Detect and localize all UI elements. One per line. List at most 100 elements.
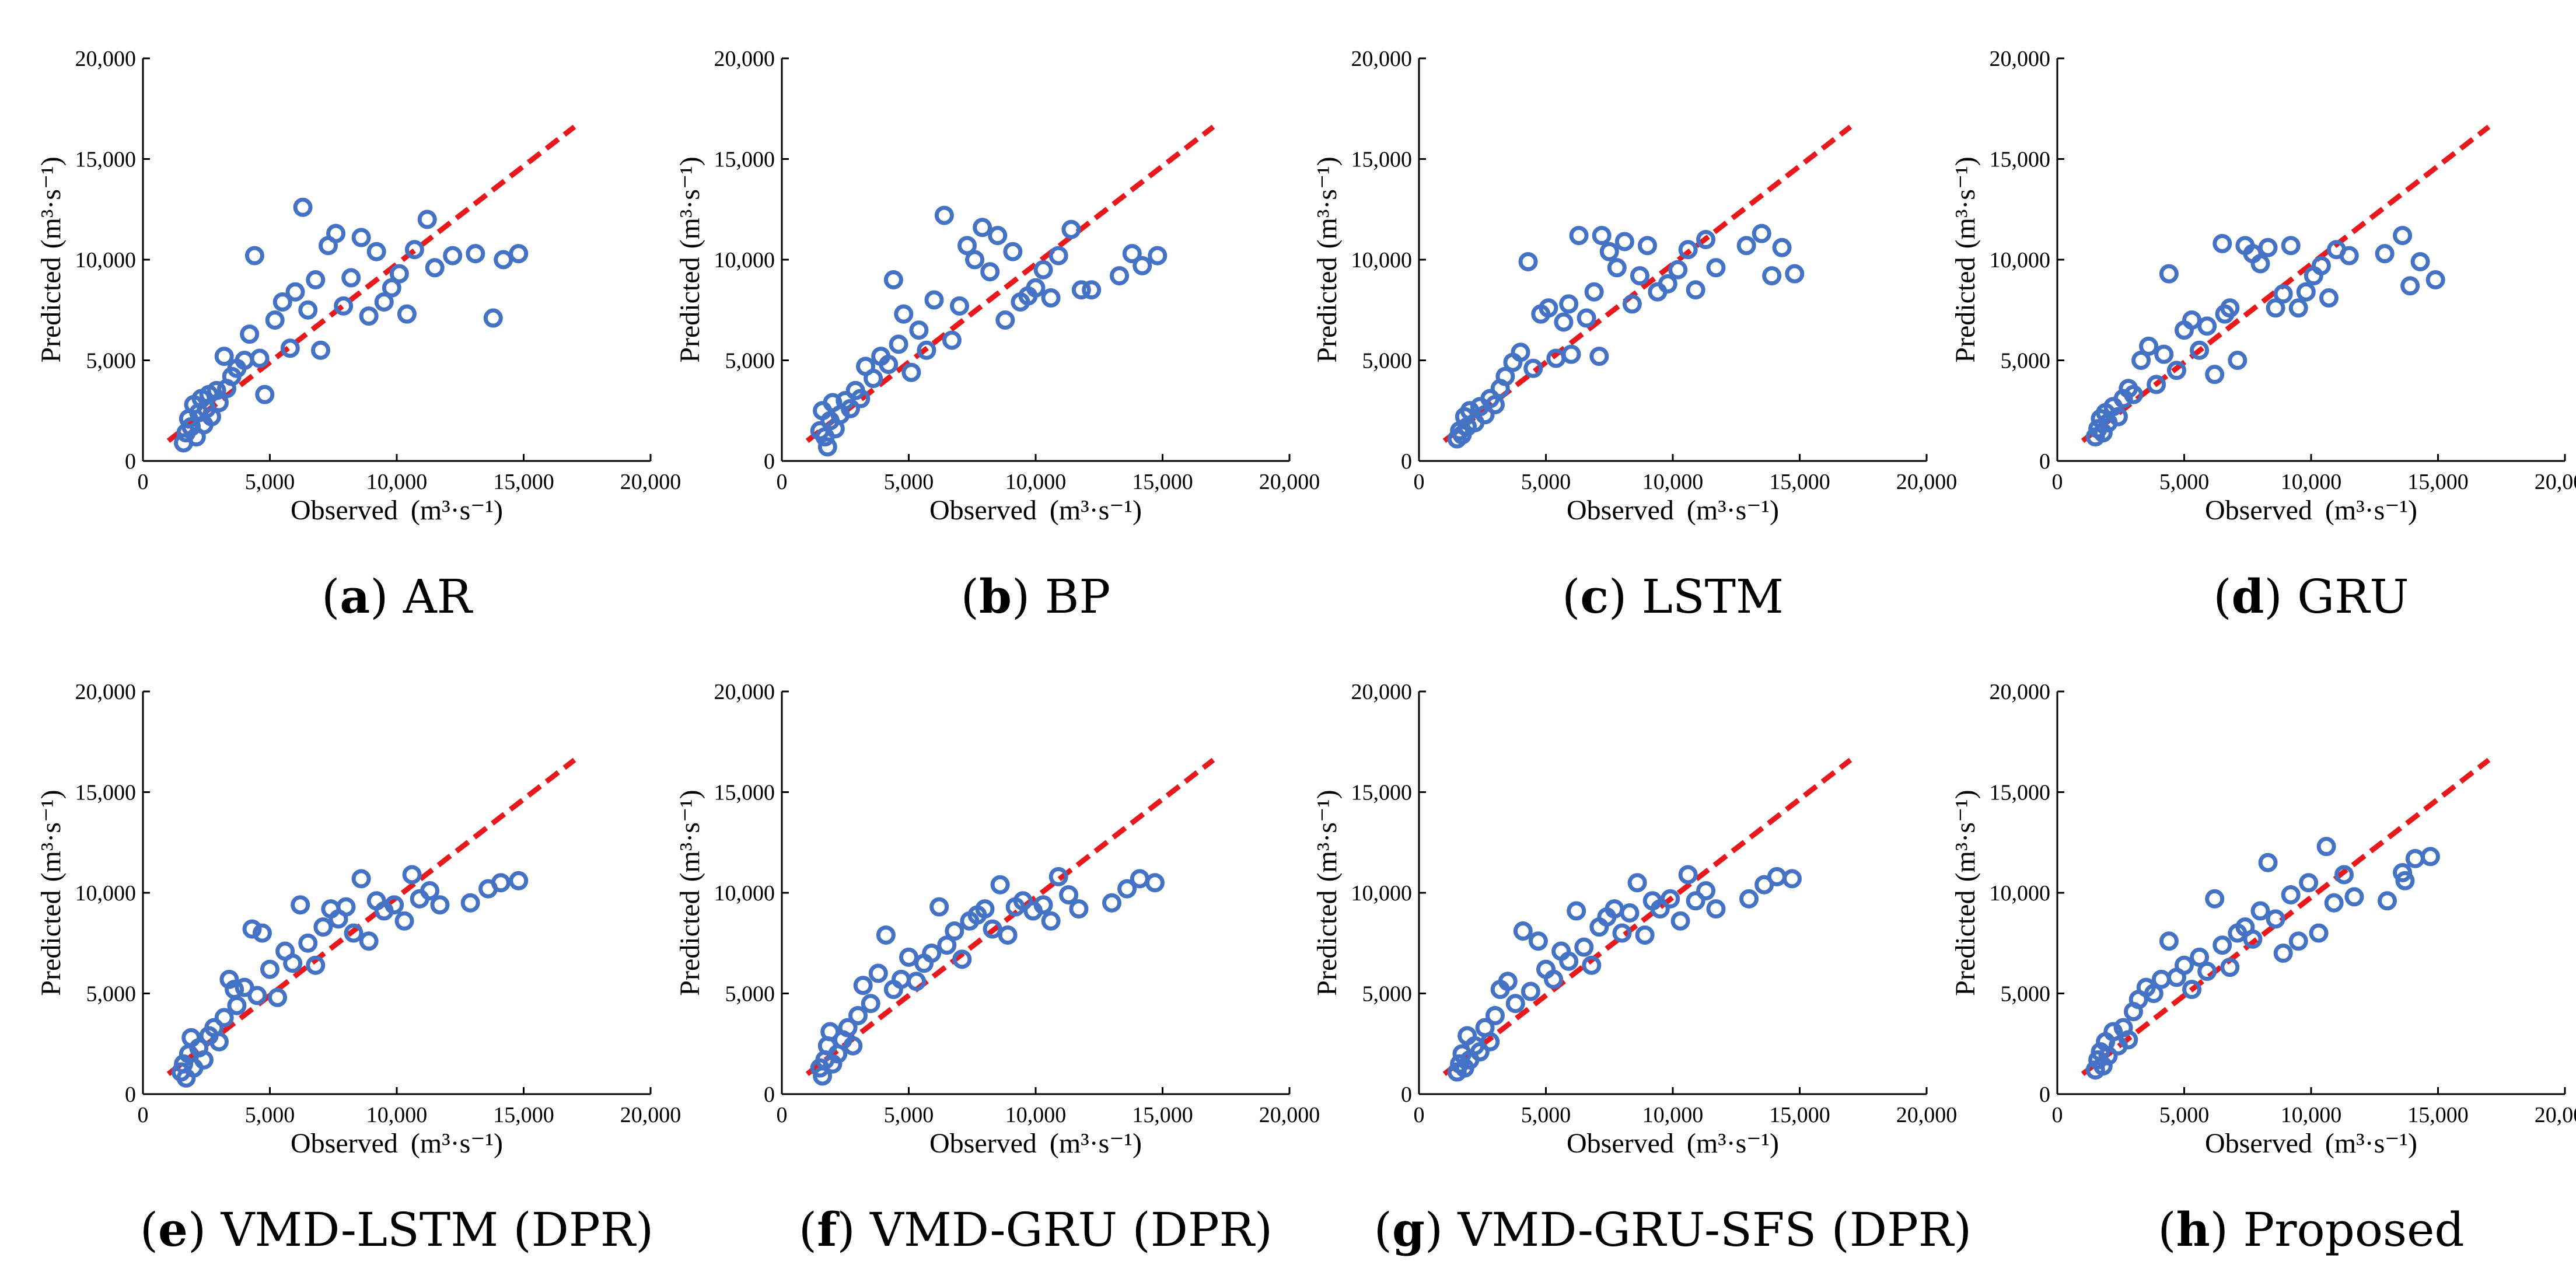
data-point <box>1110 266 1130 286</box>
x-tick-label: 20,000 <box>2535 470 2576 494</box>
data-point <box>1706 899 1726 919</box>
x-axis-unit: (m³·s⁻¹) <box>1687 1128 1779 1159</box>
data-point <box>883 270 903 289</box>
data-point <box>1650 899 1670 919</box>
reference-line <box>1442 124 1853 443</box>
x-tick-label: 10,000 <box>2281 1103 2342 1127</box>
data-point <box>194 1050 214 1070</box>
data-point <box>1003 242 1023 261</box>
data-point <box>1696 230 1716 249</box>
y-tick-label: 5,000 <box>1362 349 1413 373</box>
data-point <box>293 197 313 217</box>
x-tick-label: 5,000 <box>2159 470 2210 494</box>
data-point <box>838 1018 858 1038</box>
data-point <box>394 911 414 931</box>
data-point <box>907 972 927 991</box>
data-point <box>1480 1032 1500 1052</box>
data-point <box>1495 366 1515 386</box>
data-point <box>494 250 513 270</box>
data-point <box>864 369 883 389</box>
data-point <box>1033 260 1053 280</box>
data-point <box>2190 947 2210 967</box>
x-tick-label: 0 <box>138 1103 149 1127</box>
y-tick-label: 15,000 <box>714 148 775 172</box>
data-point <box>430 895 450 915</box>
data-point <box>207 380 226 400</box>
y-axis-label: Predicted <box>36 257 67 362</box>
data-point <box>1122 244 1142 264</box>
data-point <box>2098 1046 2118 1066</box>
data-point <box>1584 282 1604 302</box>
data-point <box>351 869 371 889</box>
caption-close-paren: ) <box>370 570 403 624</box>
y-tick-label: 20,000 <box>714 680 775 704</box>
data-point <box>952 949 972 969</box>
data-point <box>942 330 962 350</box>
data-point <box>491 873 511 893</box>
data-point <box>260 959 279 979</box>
data-point <box>2131 351 2151 370</box>
x-tick-label: 0 <box>2052 470 2063 494</box>
data-point <box>2258 853 2278 872</box>
x-axis-label: Observed <box>2205 1128 2312 1159</box>
data-point <box>1612 923 1632 943</box>
data-point <box>2159 931 2179 951</box>
y-tick-label: 10,000 <box>1351 248 1413 273</box>
panel-caption: (g) VMD-GRU-SFS (DPR) <box>1374 1202 1972 1257</box>
data-point <box>2205 365 2225 385</box>
data-point <box>1513 921 1533 941</box>
data-point <box>425 258 445 278</box>
data-point <box>889 334 908 354</box>
data-point <box>1133 256 1152 275</box>
data-point <box>255 385 275 404</box>
data-point <box>1486 394 1505 414</box>
caption-close-paren: ) <box>2264 570 2297 624</box>
reference-line <box>2081 757 2491 1077</box>
data-point <box>443 246 463 266</box>
y-tick-label: 10,000 <box>1990 881 2051 906</box>
data-point <box>998 925 1018 945</box>
y-tick-label: 10,000 <box>1351 881 1413 906</box>
data-point <box>1145 873 1165 893</box>
x-tick-label: 15,000 <box>1132 1103 1193 1127</box>
x-axis-unit: (m³·s⁻¹) <box>411 1128 503 1159</box>
y-axis-title: Predicted (m³·s⁻¹) <box>674 156 705 362</box>
caption-letter: g <box>1392 1202 1425 1257</box>
x-axis-title: Observed (m³·s⁻¹) <box>2205 495 2417 526</box>
y-axis-unit: (m³·s⁻¹) <box>36 790 67 882</box>
data-point <box>2344 887 2364 907</box>
data-point <box>1706 258 1726 278</box>
data-point <box>2119 1030 2138 1050</box>
data-point <box>2182 980 2202 1000</box>
y-axis-label: Predicted <box>674 890 705 995</box>
data-point <box>917 340 936 360</box>
y-axis-label: Predicted <box>674 257 705 362</box>
reference-line <box>166 757 576 1077</box>
data-point <box>861 994 880 1014</box>
data-point <box>280 338 300 358</box>
y-axis-title: Predicted (m³·s⁻¹) <box>36 790 67 995</box>
data-point <box>1599 242 1619 261</box>
x-tick-label: 20,000 <box>2535 1103 2576 1127</box>
data-point <box>2159 264 2179 284</box>
data-point <box>1589 347 1609 366</box>
data-point <box>1569 226 1589 246</box>
data-point <box>341 268 361 288</box>
data-point <box>1059 885 1079 904</box>
x-axis-label: Observed <box>1567 495 1674 526</box>
scatter-panel-g: 0 5,000 10,000 15,000 20,000 0 5,000 10,000 15,0… <box>1312 680 1972 1257</box>
x-tick-label: 10,000 <box>1005 470 1067 494</box>
y-tick-label: 5,000 <box>86 982 137 1007</box>
x-tick-label: 20,000 <box>1259 1103 1320 1127</box>
data-point <box>894 304 914 324</box>
data-point <box>2243 929 2263 949</box>
caption-open-paren: ( <box>2213 570 2231 624</box>
caption-letter: c <box>1580 569 1609 624</box>
data-point <box>2228 351 2248 370</box>
caption-title: GRU <box>2297 570 2409 624</box>
data-point <box>1607 258 1627 278</box>
data-point <box>1130 869 1149 889</box>
x-tick-label: 10,000 <box>1642 470 1704 494</box>
data-point <box>2139 336 2159 356</box>
data-point <box>909 320 929 340</box>
